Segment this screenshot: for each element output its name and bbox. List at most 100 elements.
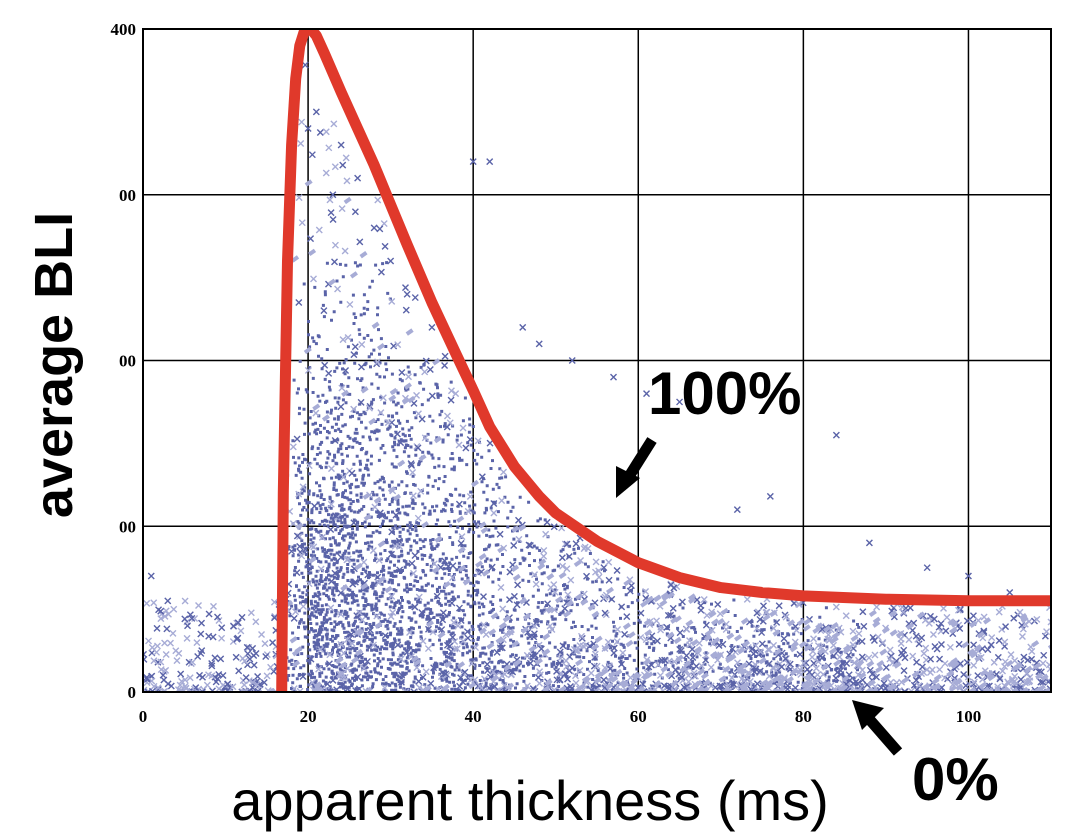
scatter-marker xyxy=(299,673,307,681)
scatter-marker xyxy=(935,623,943,631)
scatter-smudge xyxy=(718,675,727,683)
scatter-outlier xyxy=(197,630,205,638)
scatter-smudge xyxy=(815,622,824,630)
scatter-smudge xyxy=(675,654,684,662)
scatter-marker xyxy=(678,598,686,606)
scatter-marker xyxy=(457,674,465,682)
scatter-marker xyxy=(653,637,661,645)
scatter-marker xyxy=(553,667,561,675)
scatter-marker xyxy=(531,571,539,579)
scatter-marker xyxy=(836,653,844,661)
scatter-marker xyxy=(358,616,366,624)
scatter-marker xyxy=(722,626,730,634)
scatter-marker xyxy=(321,361,329,369)
scatter-marker xyxy=(711,683,719,691)
scatter-marker xyxy=(573,647,581,655)
scatter-marker xyxy=(215,685,223,692)
scatter-marker xyxy=(162,607,170,615)
scatter-marker xyxy=(669,604,677,612)
scatter-marker xyxy=(331,437,339,445)
scatter-smudge xyxy=(364,686,373,692)
scatter-smudge xyxy=(665,670,674,678)
scatter-smudge xyxy=(433,435,442,444)
scatter-smudge xyxy=(842,647,851,655)
scatter-smudge xyxy=(858,671,867,680)
scatter-marker xyxy=(317,565,325,573)
scatter-marker xyxy=(899,608,907,616)
scatter-marker xyxy=(352,686,360,692)
scatter-outlier xyxy=(329,191,337,199)
scatter-smudge xyxy=(1047,642,1051,650)
scatter-marker xyxy=(455,604,463,612)
scatter-marker xyxy=(162,650,170,658)
scatter-marker xyxy=(143,599,151,607)
scatter-marker xyxy=(295,490,303,498)
scatter-marker xyxy=(331,258,339,266)
scatter-marker xyxy=(750,650,758,658)
scatter-marker xyxy=(453,645,461,653)
scatter-marker xyxy=(941,674,949,682)
scatter-marker xyxy=(809,647,817,655)
scatter-smudge xyxy=(528,645,537,653)
scatter-marker xyxy=(195,602,203,610)
scatter-marker xyxy=(940,604,948,612)
scatter-smudge xyxy=(608,671,617,679)
scatter-marker xyxy=(298,118,306,126)
scatter-smudge xyxy=(979,681,988,689)
scatter-marker xyxy=(956,660,964,668)
scatter-marker xyxy=(144,675,152,683)
scatter-marker xyxy=(493,648,501,656)
scatter-marker xyxy=(350,351,358,359)
scatter-smudge xyxy=(817,647,826,655)
scatter-outlier xyxy=(1006,589,1014,597)
scatter-marker xyxy=(389,609,397,617)
scatter-smudge xyxy=(575,658,584,667)
scatter-marker xyxy=(497,584,505,591)
scatter-marker xyxy=(464,634,472,642)
scatter-outlier xyxy=(428,323,436,331)
scatter-marker xyxy=(786,660,794,668)
scatter-marker xyxy=(984,646,992,654)
scatter-marker xyxy=(946,643,954,651)
scatter-smudge xyxy=(933,674,942,682)
scatter-smudge xyxy=(498,622,507,630)
scatter-smudge xyxy=(879,648,888,656)
scatter-marker xyxy=(879,639,887,647)
scatter-outlier xyxy=(164,597,172,605)
scatter-marker xyxy=(299,602,307,610)
scatter-smudge xyxy=(893,661,902,669)
scatter-outlier xyxy=(337,141,345,149)
scatter-marker xyxy=(590,662,598,670)
scatter-smudge xyxy=(601,644,610,652)
scatter-marker xyxy=(338,384,346,392)
scatter-smudge xyxy=(388,394,397,402)
scatter-marker xyxy=(974,617,982,625)
scatter-marker xyxy=(561,670,569,678)
scatter-marker xyxy=(781,655,789,663)
scatter-marker xyxy=(837,667,845,675)
scatter-marker xyxy=(208,662,216,670)
scatter-smudge xyxy=(728,653,737,662)
scatter-smudge xyxy=(796,618,805,626)
scatter-marker xyxy=(563,684,571,692)
scatter-smudge xyxy=(833,659,842,667)
scatter-marker xyxy=(900,667,908,675)
scatter-marker xyxy=(523,651,531,659)
scatter-smudge xyxy=(606,675,615,683)
scatter-smudge xyxy=(790,641,799,649)
scatter-smudge xyxy=(1019,612,1028,621)
scatter-marker xyxy=(351,343,359,351)
scatter-marker xyxy=(499,605,507,613)
scatter-smudge xyxy=(405,328,414,336)
scatter-marker xyxy=(486,439,494,447)
scatter-marker xyxy=(232,653,240,661)
scatter-marker xyxy=(756,667,764,675)
scatter-marker xyxy=(375,556,383,564)
scatter-marker xyxy=(269,639,277,647)
scatter-smudge xyxy=(373,496,382,504)
scatter-smudge xyxy=(697,668,706,676)
scatter-marker xyxy=(719,640,727,648)
scatter-marker xyxy=(550,686,558,692)
scatter-marker xyxy=(326,651,334,659)
scatter-marker xyxy=(728,674,736,682)
